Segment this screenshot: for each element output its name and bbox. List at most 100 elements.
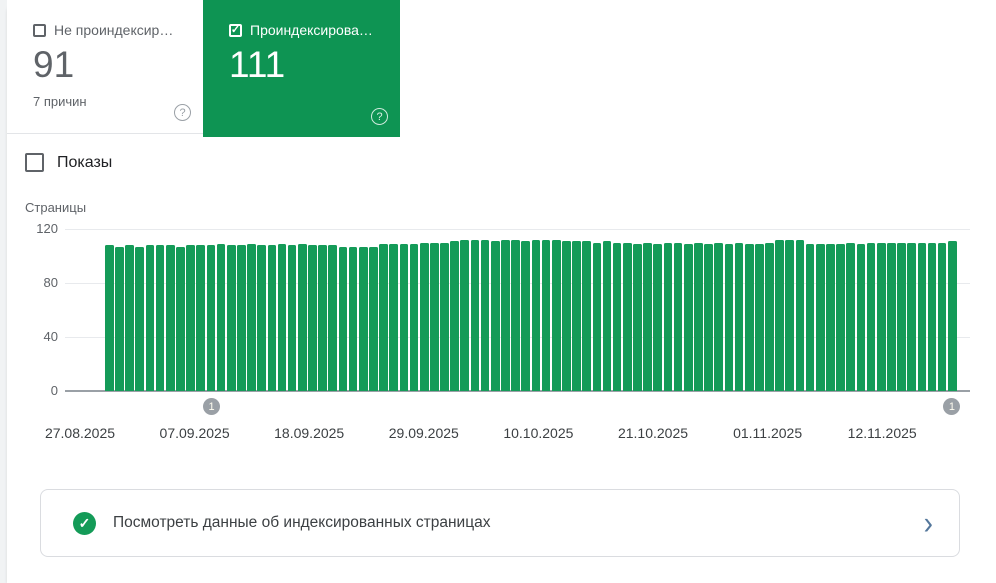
bar[interactable] — [927, 242, 937, 391]
bar[interactable] — [673, 242, 683, 391]
bar[interactable] — [186, 245, 195, 391]
bar[interactable] — [358, 246, 368, 391]
bar[interactable] — [247, 243, 256, 391]
bar[interactable] — [917, 242, 927, 391]
bar[interactable] — [876, 242, 886, 391]
bar[interactable] — [237, 245, 246, 391]
bar[interactable] — [490, 241, 500, 391]
card-indexed[interactable]: ✓ Проиндексирова… 111 ? — [203, 0, 400, 137]
bar[interactable] — [805, 243, 815, 391]
indexed-checkbox[interactable]: ✓ — [229, 23, 242, 37]
bar[interactable] — [602, 241, 612, 391]
impressions-label: Показы — [57, 153, 113, 171]
bar[interactable] — [419, 242, 429, 391]
bar[interactable] — [551, 239, 561, 391]
bar[interactable] — [541, 239, 551, 391]
bar[interactable] — [937, 242, 947, 391]
bar[interactable] — [257, 245, 266, 391]
bar[interactable] — [287, 245, 297, 391]
bar[interactable] — [582, 241, 591, 391]
bar[interactable] — [887, 242, 896, 391]
card-indexed-header[interactable]: ✓ Проиндексирова… — [229, 22, 373, 38]
bar[interactable] — [369, 246, 378, 391]
bar[interactable] — [653, 243, 663, 391]
bar[interactable] — [399, 243, 409, 391]
bar[interactable] — [105, 245, 114, 391]
bar[interactable] — [501, 239, 510, 391]
bar[interactable] — [612, 242, 622, 391]
bar[interactable] — [115, 246, 124, 391]
bar[interactable] — [714, 242, 724, 391]
bar[interactable] — [521, 241, 531, 391]
bar[interactable] — [328, 245, 338, 391]
bar[interactable] — [206, 245, 216, 391]
bar[interactable] — [450, 241, 459, 391]
bar[interactable] — [470, 239, 480, 391]
bar[interactable] — [308, 245, 317, 391]
bar[interactable] — [622, 242, 632, 391]
not-indexed-checkbox[interactable] — [33, 23, 46, 37]
bar[interactable] — [826, 243, 835, 391]
bar[interactable] — [897, 242, 906, 391]
bar[interactable] — [196, 245, 206, 391]
bar[interactable] — [663, 242, 673, 391]
bar[interactable] — [846, 242, 856, 391]
bar[interactable] — [866, 242, 876, 391]
bar[interactable] — [348, 246, 358, 391]
bar[interactable] — [318, 245, 327, 391]
bar[interactable] — [795, 239, 805, 391]
bar[interactable] — [734, 242, 744, 391]
bar[interactable] — [643, 242, 652, 391]
bar[interactable] — [694, 242, 703, 391]
bar[interactable] — [176, 246, 185, 391]
bar[interactable] — [165, 245, 175, 391]
card-not-indexed-header[interactable]: Не проиндексир… — [33, 22, 173, 38]
bar[interactable] — [511, 239, 520, 391]
bar[interactable] — [297, 243, 307, 391]
bar[interactable] — [836, 243, 845, 391]
bar[interactable] — [145, 245, 155, 391]
bar[interactable] — [460, 239, 470, 391]
chevron-right-icon[interactable]: › — [923, 504, 933, 541]
help-icon[interactable]: ? — [371, 108, 388, 125]
bar[interactable] — [704, 243, 713, 391]
bar[interactable] — [572, 241, 581, 391]
impressions-checkbox[interactable] — [25, 153, 44, 172]
bar[interactable] — [389, 243, 399, 391]
timeline-event-marker[interactable]: 1 — [203, 398, 220, 415]
bar[interactable] — [155, 245, 165, 391]
timeline-event-marker[interactable]: 1 — [943, 398, 961, 415]
bar[interactable] — [765, 242, 774, 391]
bar[interactable] — [409, 243, 419, 391]
bar[interactable] — [226, 245, 236, 391]
not-indexed-label: Не проиндексир… — [54, 22, 174, 38]
bar[interactable] — [947, 241, 957, 391]
impressions-toggle[interactable]: Показы — [25, 153, 112, 172]
bar[interactable] — [724, 243, 734, 391]
bar[interactable] — [338, 246, 348, 391]
bar[interactable] — [440, 242, 449, 391]
bar[interactable] — [277, 243, 287, 391]
bar[interactable] — [815, 243, 825, 391]
bar[interactable] — [775, 239, 784, 391]
bar[interactable] — [744, 243, 754, 391]
bar[interactable] — [379, 243, 388, 391]
bar[interactable] — [907, 242, 916, 391]
bar[interactable] — [683, 243, 693, 391]
bar[interactable] — [267, 245, 277, 391]
bar[interactable] — [216, 243, 226, 391]
help-icon[interactable]: ? — [174, 104, 191, 121]
bar[interactable] — [125, 245, 134, 391]
view-indexed-pages-banner[interactable]: ✓ Посмотреть данные об индексированных с… — [40, 489, 960, 557]
bar[interactable] — [785, 239, 795, 391]
bar[interactable] — [592, 242, 602, 391]
bar[interactable] — [562, 241, 571, 391]
bar[interactable] — [135, 246, 145, 391]
card-not-indexed[interactable]: Не проиндексир… 91 7 причин ? — [7, 0, 203, 134]
bar[interactable] — [531, 239, 541, 391]
bar[interactable] — [633, 243, 642, 391]
bar[interactable] — [856, 243, 866, 391]
bar[interactable] — [480, 239, 490, 391]
bar[interactable] — [430, 242, 439, 391]
bar[interactable] — [755, 243, 764, 391]
